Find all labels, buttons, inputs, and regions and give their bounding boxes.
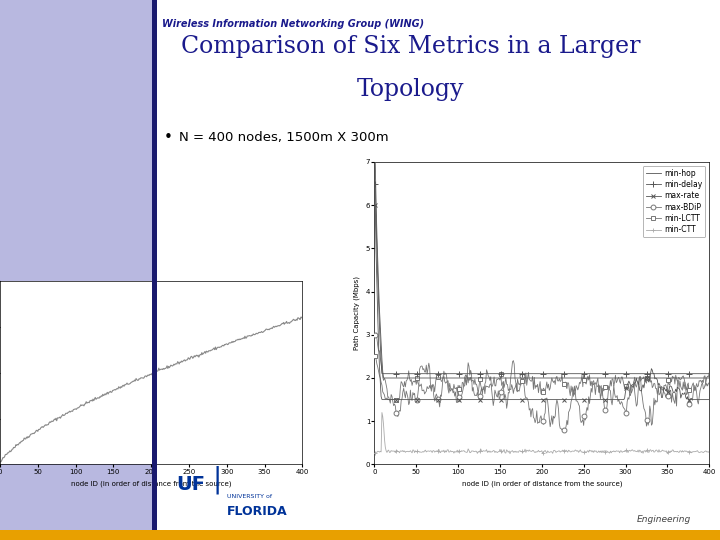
Line: max-rate: max-rate bbox=[373, 202, 711, 402]
Text: Engineering: Engineering bbox=[637, 515, 691, 524]
min-delay bbox=[504, 370, 513, 377]
max-rate bbox=[371, 202, 379, 208]
max-BDiP bbox=[613, 399, 622, 405]
min-LCTT bbox=[504, 387, 513, 394]
min-LCTT bbox=[384, 396, 392, 403]
min-hop bbox=[614, 375, 623, 381]
Text: UF: UF bbox=[176, 475, 205, 494]
min-CTT bbox=[412, 449, 420, 455]
max-BDiP bbox=[705, 369, 714, 376]
Text: N = 400 nodes, 1500m X 300m: N = 400 nodes, 1500m X 300m bbox=[179, 131, 388, 144]
min-LCTT bbox=[705, 379, 714, 386]
Text: |: | bbox=[212, 465, 222, 494]
max-rate bbox=[504, 396, 513, 403]
max-BDiP bbox=[412, 396, 420, 402]
min-CTT bbox=[377, 409, 386, 416]
min-CTT bbox=[504, 449, 513, 455]
max-rate bbox=[614, 396, 623, 403]
min-CTT bbox=[613, 448, 622, 454]
min-delay bbox=[705, 370, 714, 377]
max-BDiP bbox=[582, 404, 591, 411]
min-hop bbox=[480, 375, 489, 381]
min-delay bbox=[613, 370, 621, 377]
min-CTT bbox=[480, 448, 489, 454]
Line: min-hop: min-hop bbox=[375, 162, 709, 378]
min-delay bbox=[582, 370, 590, 377]
min-LCTT bbox=[371, 353, 379, 360]
min-LCTT bbox=[614, 374, 623, 381]
min-delay bbox=[371, 180, 379, 187]
Line: min-delay: min-delay bbox=[372, 181, 712, 376]
min-hop bbox=[379, 375, 388, 381]
min-CTT bbox=[505, 450, 514, 457]
min-hop bbox=[371, 159, 379, 165]
Text: Wireless Information Networking Group (WING): Wireless Information Networking Group (W… bbox=[162, 19, 424, 29]
min-LCTT bbox=[582, 381, 590, 387]
min-CTT bbox=[371, 449, 379, 456]
min-hop bbox=[504, 375, 513, 381]
min-CTT bbox=[616, 449, 624, 456]
min-CTT bbox=[705, 448, 714, 455]
min-delay bbox=[614, 370, 623, 377]
X-axis label: node ID (in order of distance from the source): node ID (in order of distance from the s… bbox=[71, 480, 231, 487]
min-hop bbox=[582, 375, 590, 381]
Text: •: • bbox=[164, 130, 173, 145]
min-hop bbox=[613, 375, 621, 381]
max-BDiP bbox=[371, 332, 379, 338]
Text: Topology: Topology bbox=[356, 78, 464, 102]
min-LCTT bbox=[412, 381, 420, 388]
Text: UNIVERSITY of: UNIVERSITY of bbox=[227, 495, 272, 500]
max-rate bbox=[613, 396, 621, 403]
min-delay bbox=[379, 370, 387, 377]
max-rate bbox=[705, 396, 714, 403]
max-BDiP bbox=[480, 381, 489, 387]
max-BDiP bbox=[504, 389, 513, 396]
max-rate bbox=[480, 396, 489, 403]
max-BDiP bbox=[557, 427, 566, 433]
min-delay bbox=[480, 370, 489, 377]
X-axis label: node ID (in order of distance from the source): node ID (in order of distance from the s… bbox=[462, 480, 622, 487]
min-delay bbox=[412, 370, 420, 377]
Line: max-BDiP: max-BDiP bbox=[373, 330, 711, 433]
max-BDiP bbox=[372, 329, 380, 336]
Text: Comparison of Six Metrics in a Larger: Comparison of Six Metrics in a Larger bbox=[181, 35, 640, 58]
Text: FLORIDA: FLORIDA bbox=[227, 505, 287, 518]
Line: min-LCTT: min-LCTT bbox=[373, 354, 711, 402]
min-hop bbox=[412, 375, 420, 381]
min-LCTT bbox=[480, 390, 489, 397]
min-hop bbox=[705, 375, 714, 381]
Y-axis label: Path Capacity (Mbps): Path Capacity (Mbps) bbox=[354, 276, 360, 350]
min-LCTT bbox=[613, 378, 621, 384]
max-rate bbox=[582, 396, 590, 403]
max-rate bbox=[412, 396, 420, 403]
max-rate bbox=[379, 396, 387, 403]
max-BDiP bbox=[616, 400, 624, 407]
Line: min-CTT: min-CTT bbox=[373, 410, 711, 456]
min-CTT bbox=[582, 448, 591, 455]
Legend: min-hop, min-delay, max-rate, max-BDiP, min-LCTT, min-CTT: min-hop, min-delay, max-rate, max-BDiP, … bbox=[643, 166, 706, 238]
